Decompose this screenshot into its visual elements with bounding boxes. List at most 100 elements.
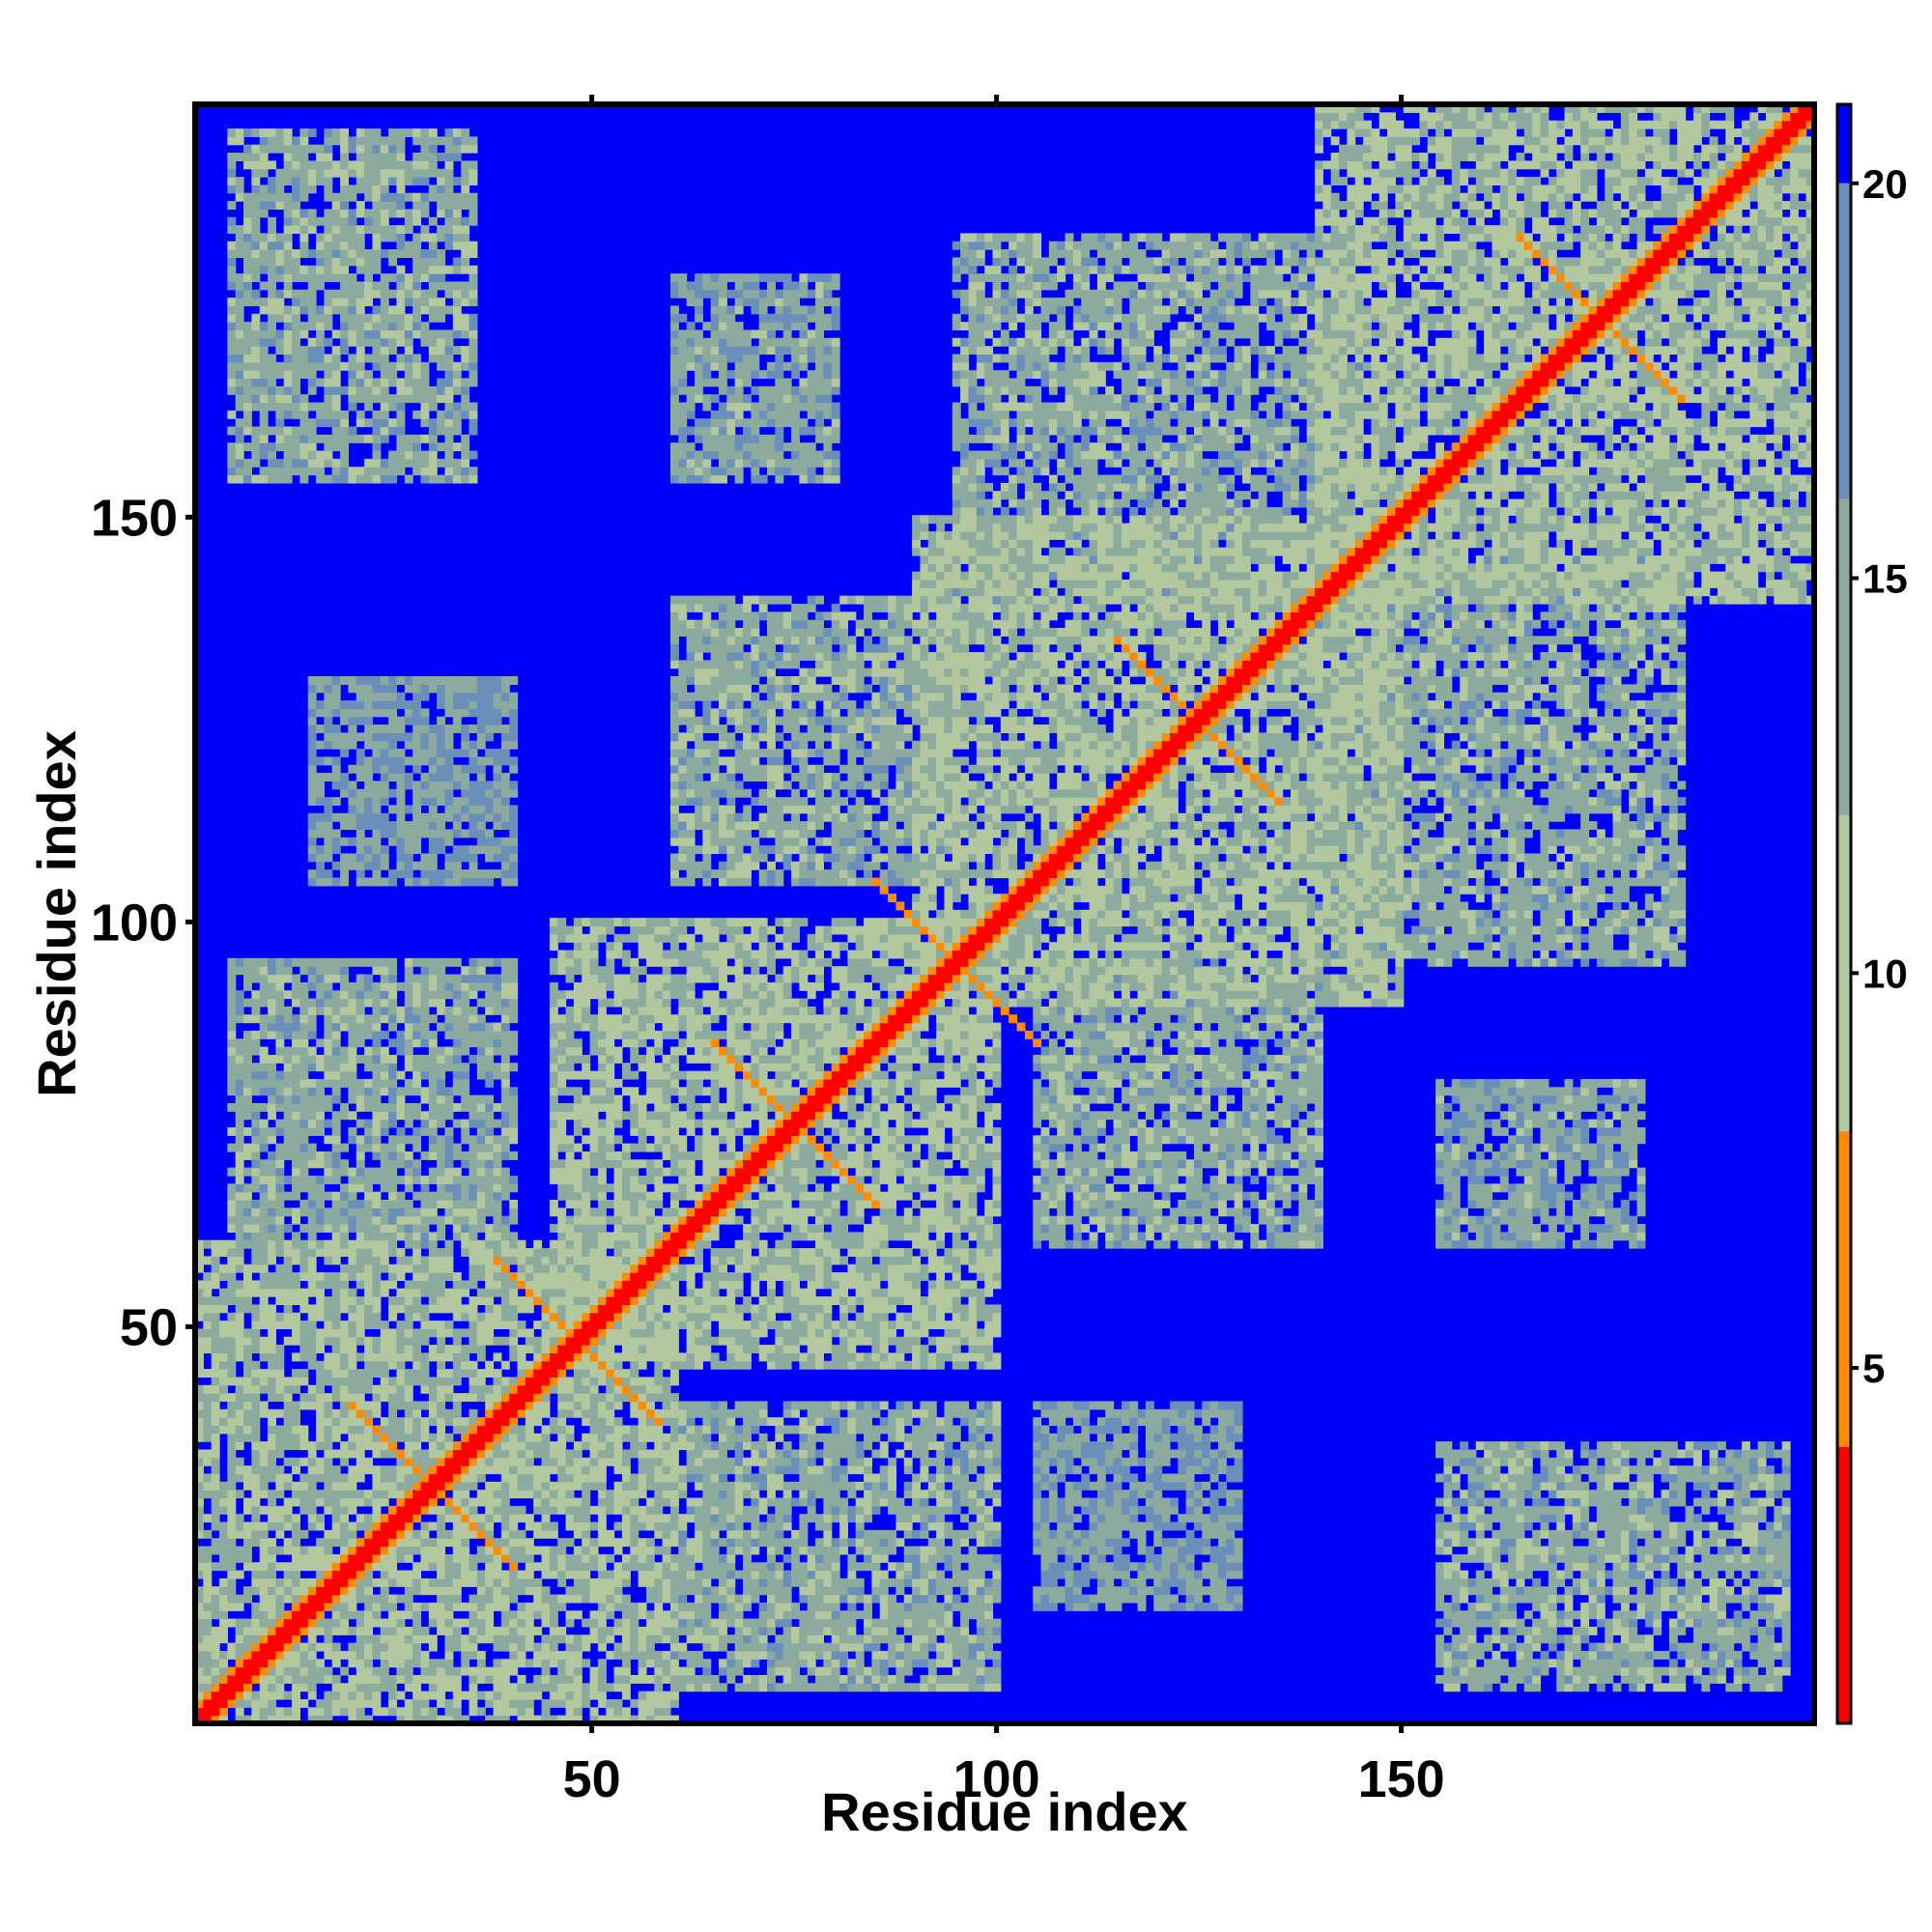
heatmap-cell (355, 1690, 365, 1700)
heatmap-cell (388, 128, 398, 137)
heatmap-cell (364, 957, 374, 967)
heatmap-cell (404, 1151, 413, 1160)
heatmap-cell (235, 313, 244, 323)
heatmap-cell (444, 1417, 454, 1427)
heatmap-cell (452, 700, 462, 709)
heatmap-cell (292, 1457, 300, 1466)
heatmap-cell (331, 1408, 341, 1418)
heatmap-cell (452, 1562, 462, 1572)
heatmap-cell (437, 1087, 446, 1096)
heatmap-cell (404, 1063, 413, 1072)
heatmap-cell (307, 756, 317, 766)
heatmap-cell (509, 1328, 519, 1338)
heatmap-cell (372, 1497, 382, 1507)
heatmap-cell (259, 442, 269, 452)
heatmap-cell (340, 201, 350, 210)
heatmap-cell (283, 1650, 293, 1660)
heatmap-cell (428, 797, 438, 807)
heatmap-cell (348, 257, 357, 267)
heatmap-cell (348, 1360, 357, 1370)
heatmap-cell (517, 1425, 526, 1435)
heatmap-cell (493, 1707, 502, 1717)
heatmap-cell (372, 1094, 382, 1104)
heatmap-cell (372, 1087, 382, 1096)
heatmap-cell (428, 1505, 438, 1515)
heatmap-cell (307, 829, 317, 838)
heatmap-cell (420, 1038, 430, 1048)
heatmap-cell (348, 1256, 357, 1265)
heatmap-cell (517, 1328, 526, 1338)
heatmap-cell (541, 1288, 551, 1297)
heatmap-cell (259, 474, 269, 484)
heatmap-cell (251, 1570, 261, 1579)
heatmap-cell (355, 153, 365, 161)
heatmap-cell (283, 1336, 293, 1346)
heatmap-cell (292, 1553, 300, 1563)
heatmap-cell (396, 1328, 406, 1338)
heatmap-cell (275, 1369, 285, 1378)
heatmap-cell (340, 418, 350, 428)
heatmap-cell (292, 1070, 300, 1080)
heatmap-cell (203, 1602, 213, 1611)
heatmap-cell (243, 1102, 252, 1112)
heatmap-cell (219, 1264, 228, 1273)
heatmap-cell (355, 1272, 365, 1281)
heatmap-cell (380, 273, 389, 283)
heatmap-cell (195, 1384, 204, 1394)
heatmap-cell (549, 1143, 558, 1152)
heatmap-cell (461, 1490, 470, 1499)
heatmap-cell (437, 990, 446, 1000)
heatmap-cell (517, 1352, 526, 1362)
heatmap-cell (219, 1288, 228, 1297)
heatmap-cell (227, 1200, 237, 1208)
heatmap-cell (533, 1369, 543, 1378)
heatmap-cell (324, 402, 333, 412)
heatmap-cell (525, 1417, 534, 1427)
heatmap-cell (533, 1497, 543, 1507)
heatmap-cell (324, 209, 333, 218)
heatmap-cell (461, 346, 470, 355)
heatmap-cell (437, 1054, 446, 1064)
heatmap-cell (420, 322, 430, 331)
heatmap-cell (412, 756, 422, 766)
heatmap-cell (404, 1321, 413, 1330)
heatmap-cell (525, 1328, 534, 1338)
heatmap-cell (364, 136, 374, 146)
heatmap-cell (469, 1465, 478, 1475)
heatmap-cell (283, 1634, 293, 1644)
heatmap-cell (461, 1642, 470, 1652)
heatmap-cell (275, 1481, 285, 1491)
heatmap-cell (388, 821, 398, 831)
heatmap-cell (324, 1618, 333, 1628)
heatmap-cell (316, 418, 326, 428)
heatmap-cell (331, 845, 341, 855)
heatmap-cell (517, 1433, 526, 1442)
heatmap-cell (461, 1030, 470, 1039)
heatmap-cell (307, 1441, 317, 1451)
heatmap-cell (316, 1425, 326, 1435)
heatmap-cell (292, 1626, 300, 1635)
heatmap-cell (292, 1650, 300, 1660)
heatmap-cell (340, 1602, 350, 1611)
heatmap-cell (251, 241, 261, 250)
heatmap-cell (355, 1666, 365, 1676)
heatmap-cell (316, 1296, 326, 1306)
heatmap-cell (469, 1296, 478, 1306)
heatmap-cell (259, 281, 269, 291)
heatmap-cell (235, 1352, 244, 1362)
heatmap-cell (461, 1312, 470, 1321)
heatmap-cell (283, 1586, 293, 1596)
heatmap-cell (299, 1167, 309, 1177)
heatmap-cell (500, 1360, 510, 1370)
heatmap-cell (412, 1481, 422, 1491)
heatmap-cell (299, 1666, 309, 1676)
heatmap-cell (259, 1248, 269, 1257)
heatmap-cell (380, 1707, 389, 1717)
heatmap-cell (444, 160, 454, 170)
heatmap-cell (259, 1457, 269, 1466)
heatmap-cell (243, 1054, 252, 1064)
heatmap-cell (420, 1272, 430, 1281)
heatmap-cell (388, 773, 398, 782)
heatmap-cell (541, 1457, 551, 1466)
heatmap-cell (372, 1256, 382, 1265)
